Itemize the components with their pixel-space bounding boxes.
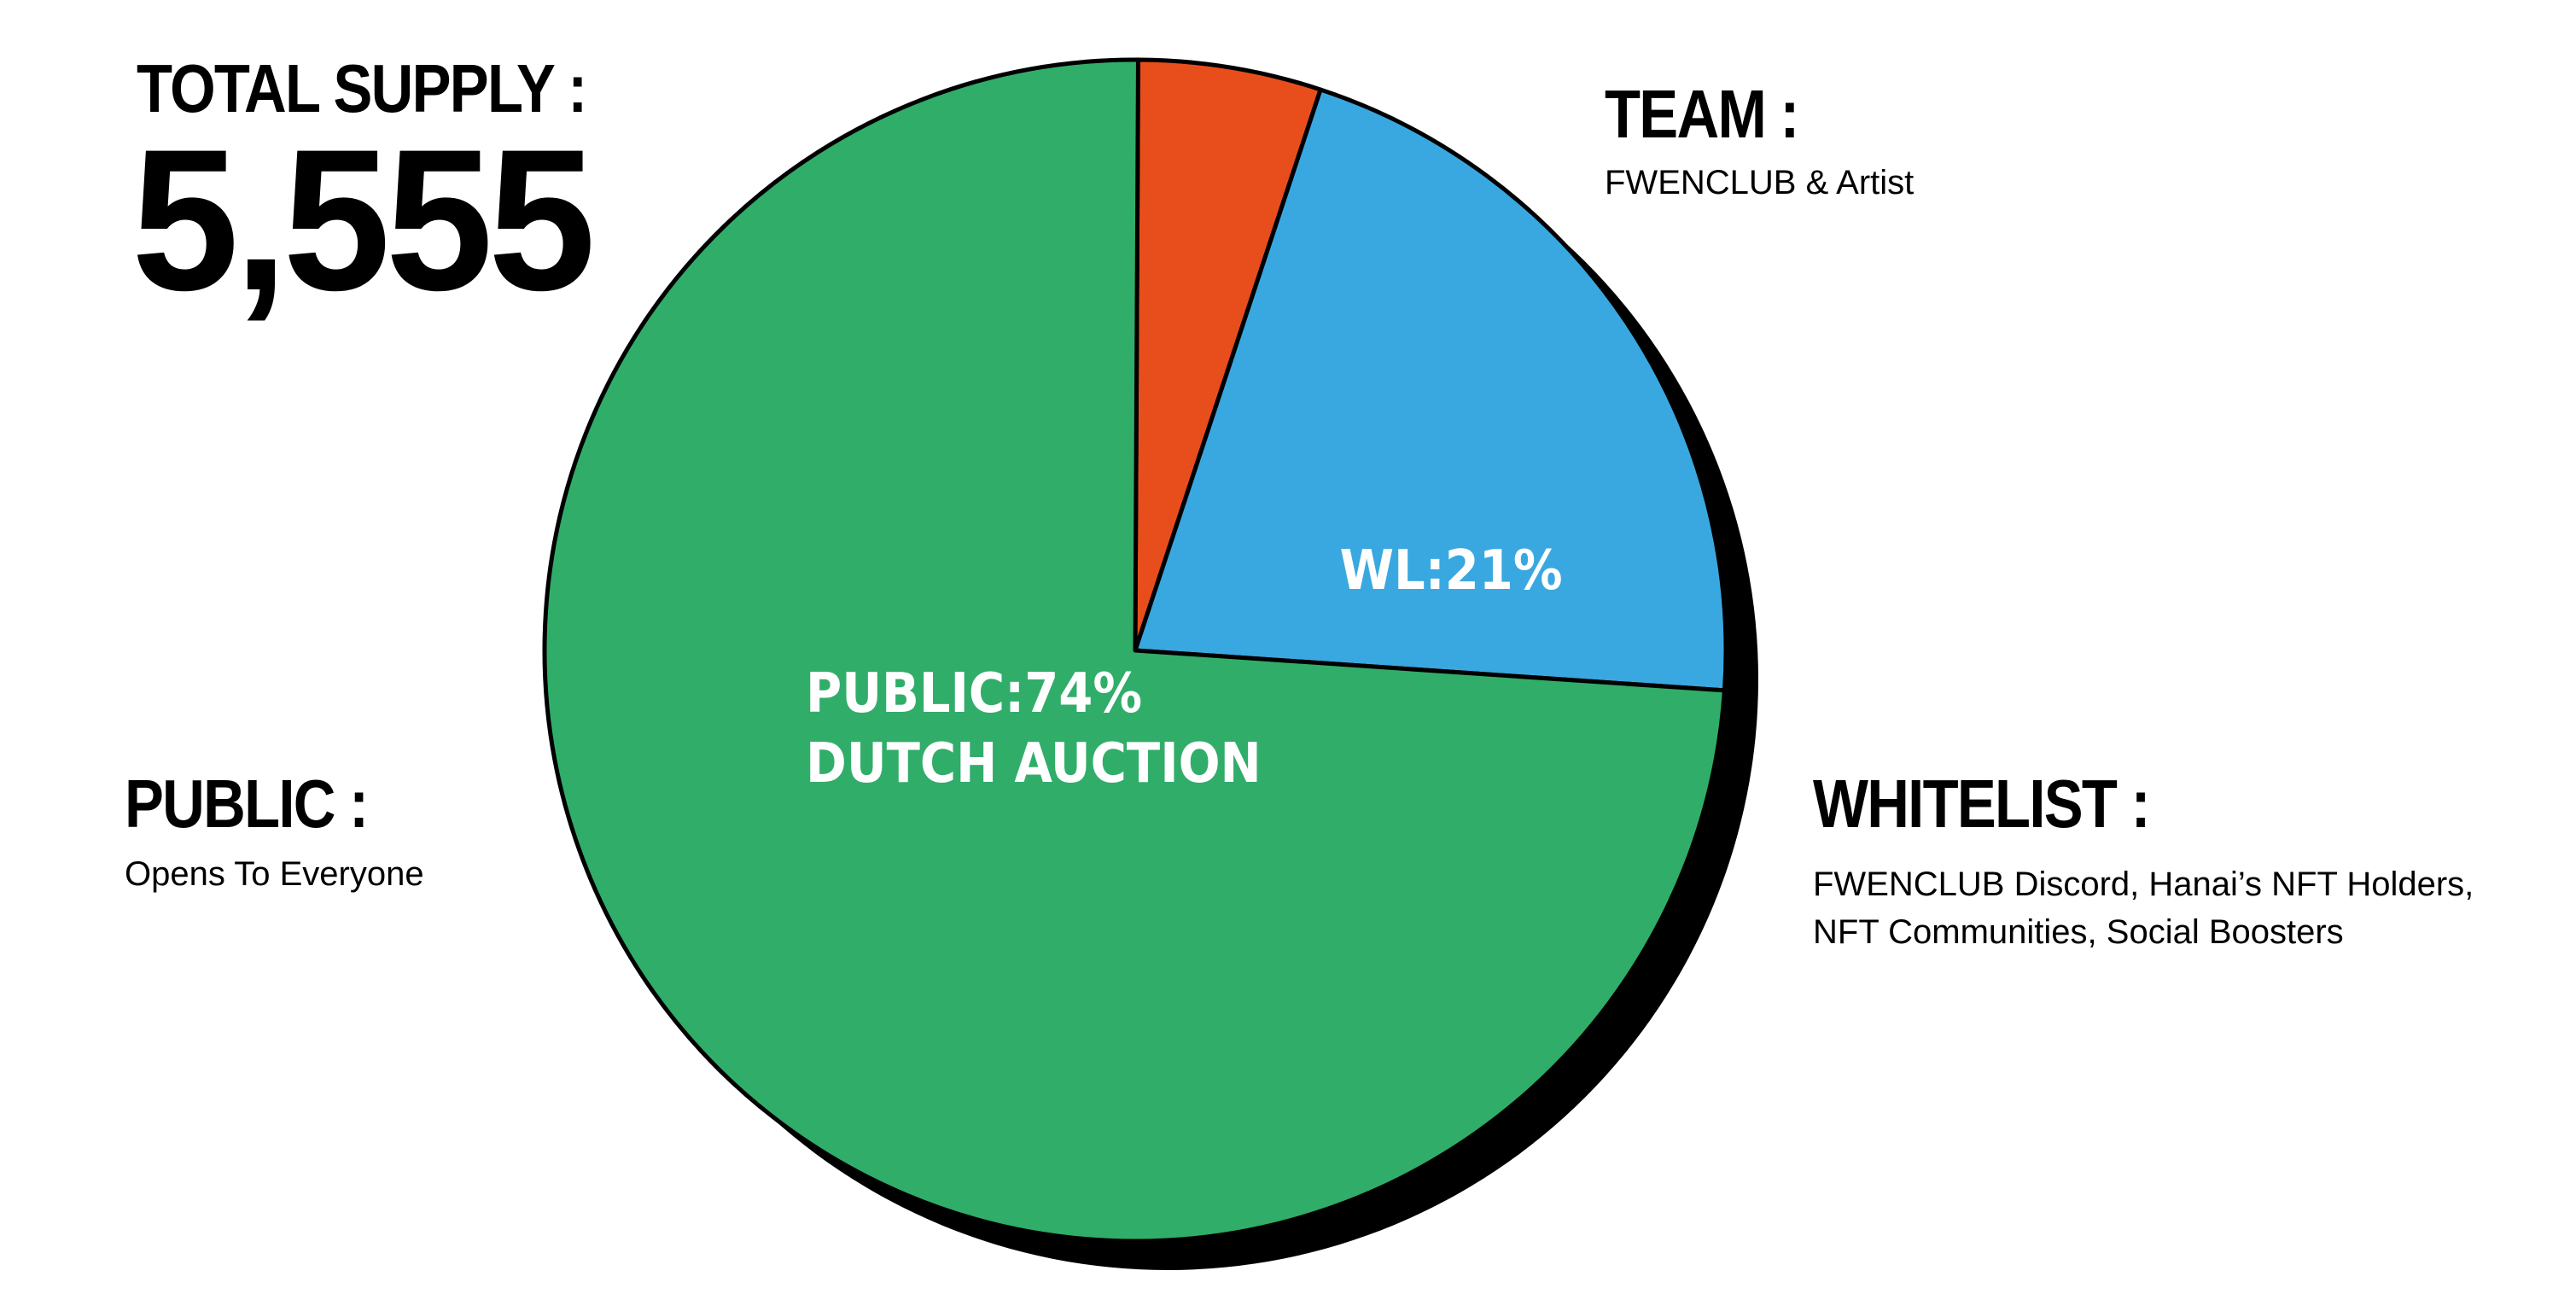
public-description: Opens To Everyone — [125, 855, 424, 893]
pie-slice-public — [542, 57, 1727, 1244]
pie-slice-team — [1133, 57, 1323, 653]
pie-label-whitelist-1: WL:21% — [1339, 539, 1562, 603]
team-title: TEAM : — [1605, 76, 1799, 152]
whitelist-description-line-2: NFT Communities, Social Boosters — [1813, 913, 2344, 951]
pie-label-public-2: DUTCH AUCTION — [806, 732, 1262, 796]
pie-slice-whitelist — [1133, 87, 1728, 693]
total-supply-label: TOTAL SUPPLY : — [137, 50, 587, 126]
whitelist-description: FWENCLUB Discord, Hanai’s NFT Holders, N… — [1813, 860, 2474, 956]
whitelist-description-line-1: FWENCLUB Discord, Hanai’s NFT Holders, — [1813, 866, 2474, 903]
whitelist-title: WHITELIST : — [1813, 766, 2151, 842]
pie-slices — [542, 57, 1728, 1244]
pie-labels: WL:21% PUBLIC:74%DUTCH AUCTION — [806, 539, 1563, 796]
total-supply-value: 5,555 — [131, 108, 596, 333]
pie-label-public-1: PUBLIC:74% — [806, 662, 1142, 726]
team-description: FWENCLUB & Artist — [1605, 164, 1915, 201]
public-title: PUBLIC : — [125, 766, 369, 842]
